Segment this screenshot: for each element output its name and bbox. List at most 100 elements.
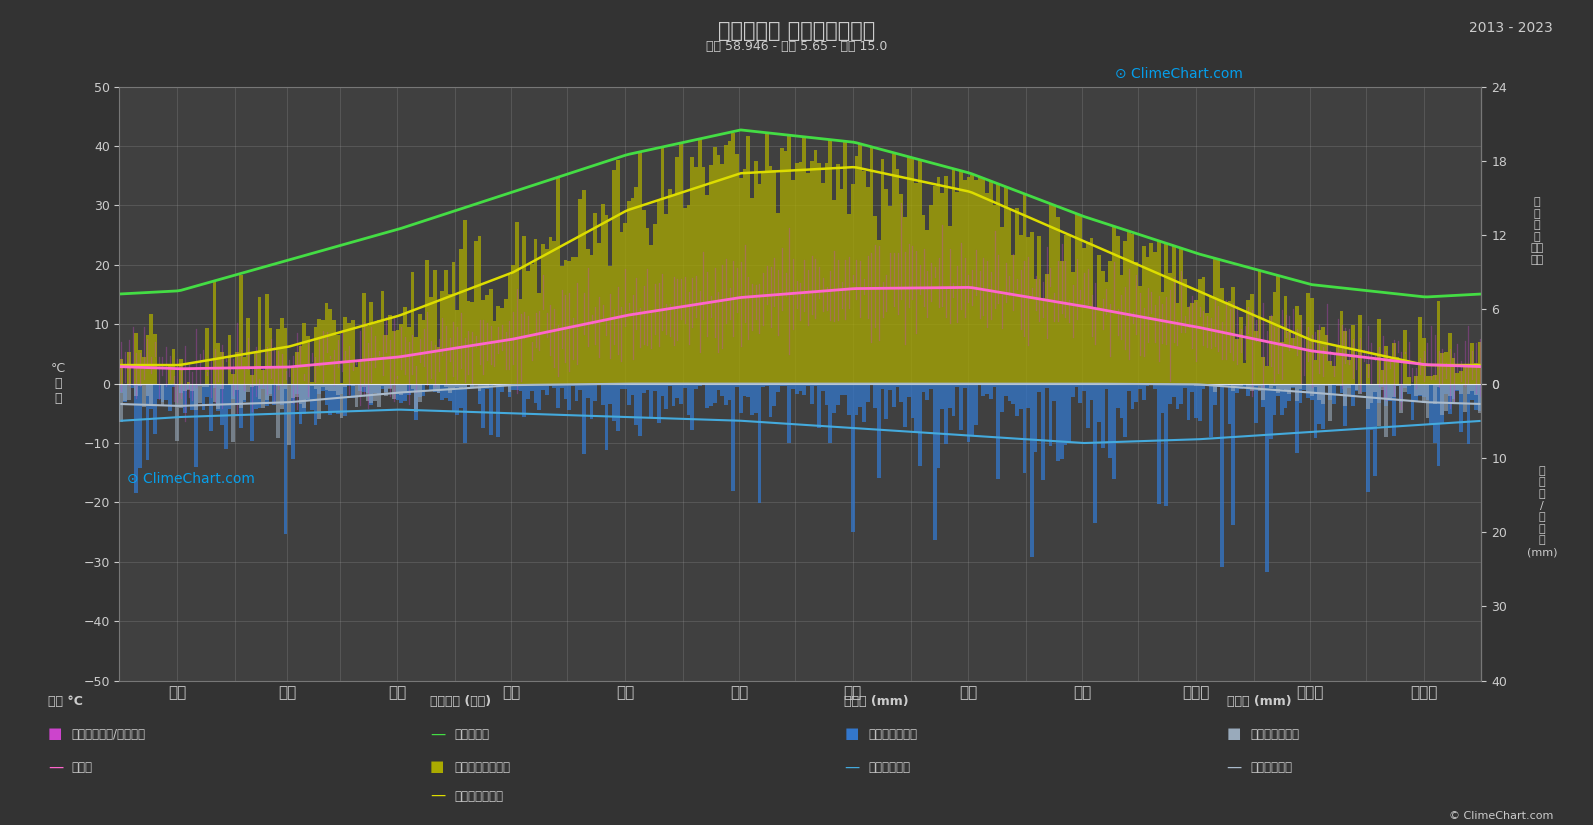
Bar (712, 384, 717, 403)
Bar (769, 166, 773, 384)
Bar (1451, 384, 1456, 398)
Bar (1426, 384, 1429, 400)
Bar (145, 384, 150, 460)
Text: © ClimeChart.com: © ClimeChart.com (1448, 811, 1553, 821)
Bar (1120, 384, 1123, 418)
Bar (1235, 384, 1239, 393)
Bar (1376, 384, 1381, 403)
Bar (545, 384, 548, 394)
Bar (378, 384, 381, 407)
Bar (406, 384, 411, 395)
Bar (276, 384, 280, 386)
Bar (679, 384, 683, 404)
Bar (1198, 279, 1201, 384)
Bar (1070, 384, 1075, 397)
Bar (1292, 337, 1295, 384)
Bar (1000, 384, 1004, 412)
Bar (1123, 384, 1126, 437)
Bar (145, 384, 150, 396)
Bar (1303, 384, 1306, 390)
Bar (1478, 342, 1481, 384)
Bar (492, 321, 497, 384)
Bar (1195, 384, 1198, 386)
Bar (119, 359, 123, 384)
Bar (776, 214, 781, 384)
Bar (570, 257, 575, 384)
Bar (1359, 384, 1362, 394)
Bar (889, 384, 892, 390)
Bar (717, 384, 720, 390)
Bar (486, 384, 489, 389)
Bar (926, 230, 929, 384)
Bar (698, 139, 701, 384)
Bar (1321, 328, 1325, 384)
Bar (272, 384, 276, 405)
Bar (940, 193, 945, 384)
Bar (1086, 384, 1090, 428)
Bar (1161, 384, 1164, 412)
Bar (1053, 205, 1056, 384)
Bar (667, 190, 672, 384)
Bar (127, 384, 131, 400)
Bar (1212, 258, 1217, 384)
Bar (1004, 186, 1008, 384)
Bar (261, 370, 264, 384)
Bar (1376, 319, 1381, 384)
Bar (851, 185, 854, 384)
Bar (973, 384, 978, 425)
Bar (384, 384, 389, 392)
Bar (664, 214, 667, 384)
Bar (178, 384, 183, 393)
Bar (1070, 272, 1075, 384)
Bar (1195, 300, 1198, 384)
Bar (1381, 384, 1384, 387)
Bar (508, 384, 511, 392)
Bar (1131, 384, 1134, 409)
Bar (720, 163, 723, 384)
Bar (1459, 384, 1462, 431)
Bar (601, 204, 605, 384)
Bar (1184, 384, 1187, 385)
Bar (1340, 384, 1343, 385)
Bar (1474, 364, 1478, 384)
Bar (1281, 342, 1284, 384)
Bar (918, 384, 922, 466)
Bar (1448, 333, 1451, 384)
Bar (650, 245, 653, 384)
Bar (862, 384, 865, 422)
Text: ■: ■ (48, 726, 62, 742)
Bar (217, 343, 220, 384)
Bar (1388, 384, 1392, 401)
Bar (1212, 384, 1217, 405)
Bar (467, 384, 470, 385)
Bar (784, 384, 787, 386)
Bar (1078, 384, 1082, 403)
Text: ⊙ ClimeChart.com: ⊙ ClimeChart.com (127, 472, 255, 485)
Bar (1306, 384, 1309, 398)
Bar (609, 384, 612, 403)
Bar (679, 143, 683, 384)
Bar (672, 384, 675, 406)
Bar (814, 384, 817, 385)
Bar (1201, 384, 1206, 386)
Bar (1462, 367, 1467, 384)
Bar (1295, 384, 1298, 453)
Bar (836, 164, 840, 384)
Bar (753, 161, 758, 384)
Bar (440, 384, 444, 400)
Bar (1093, 309, 1098, 384)
Bar (440, 384, 444, 385)
Bar (381, 384, 384, 389)
Bar (456, 384, 459, 416)
Bar (1445, 384, 1448, 411)
Bar (1262, 384, 1265, 400)
Bar (400, 384, 403, 395)
Bar (336, 335, 339, 384)
Bar (945, 384, 948, 444)
Bar (851, 384, 854, 532)
Bar (239, 384, 242, 408)
Bar (519, 299, 523, 384)
Bar (948, 384, 951, 408)
Bar (981, 178, 984, 384)
Bar (1407, 384, 1410, 394)
